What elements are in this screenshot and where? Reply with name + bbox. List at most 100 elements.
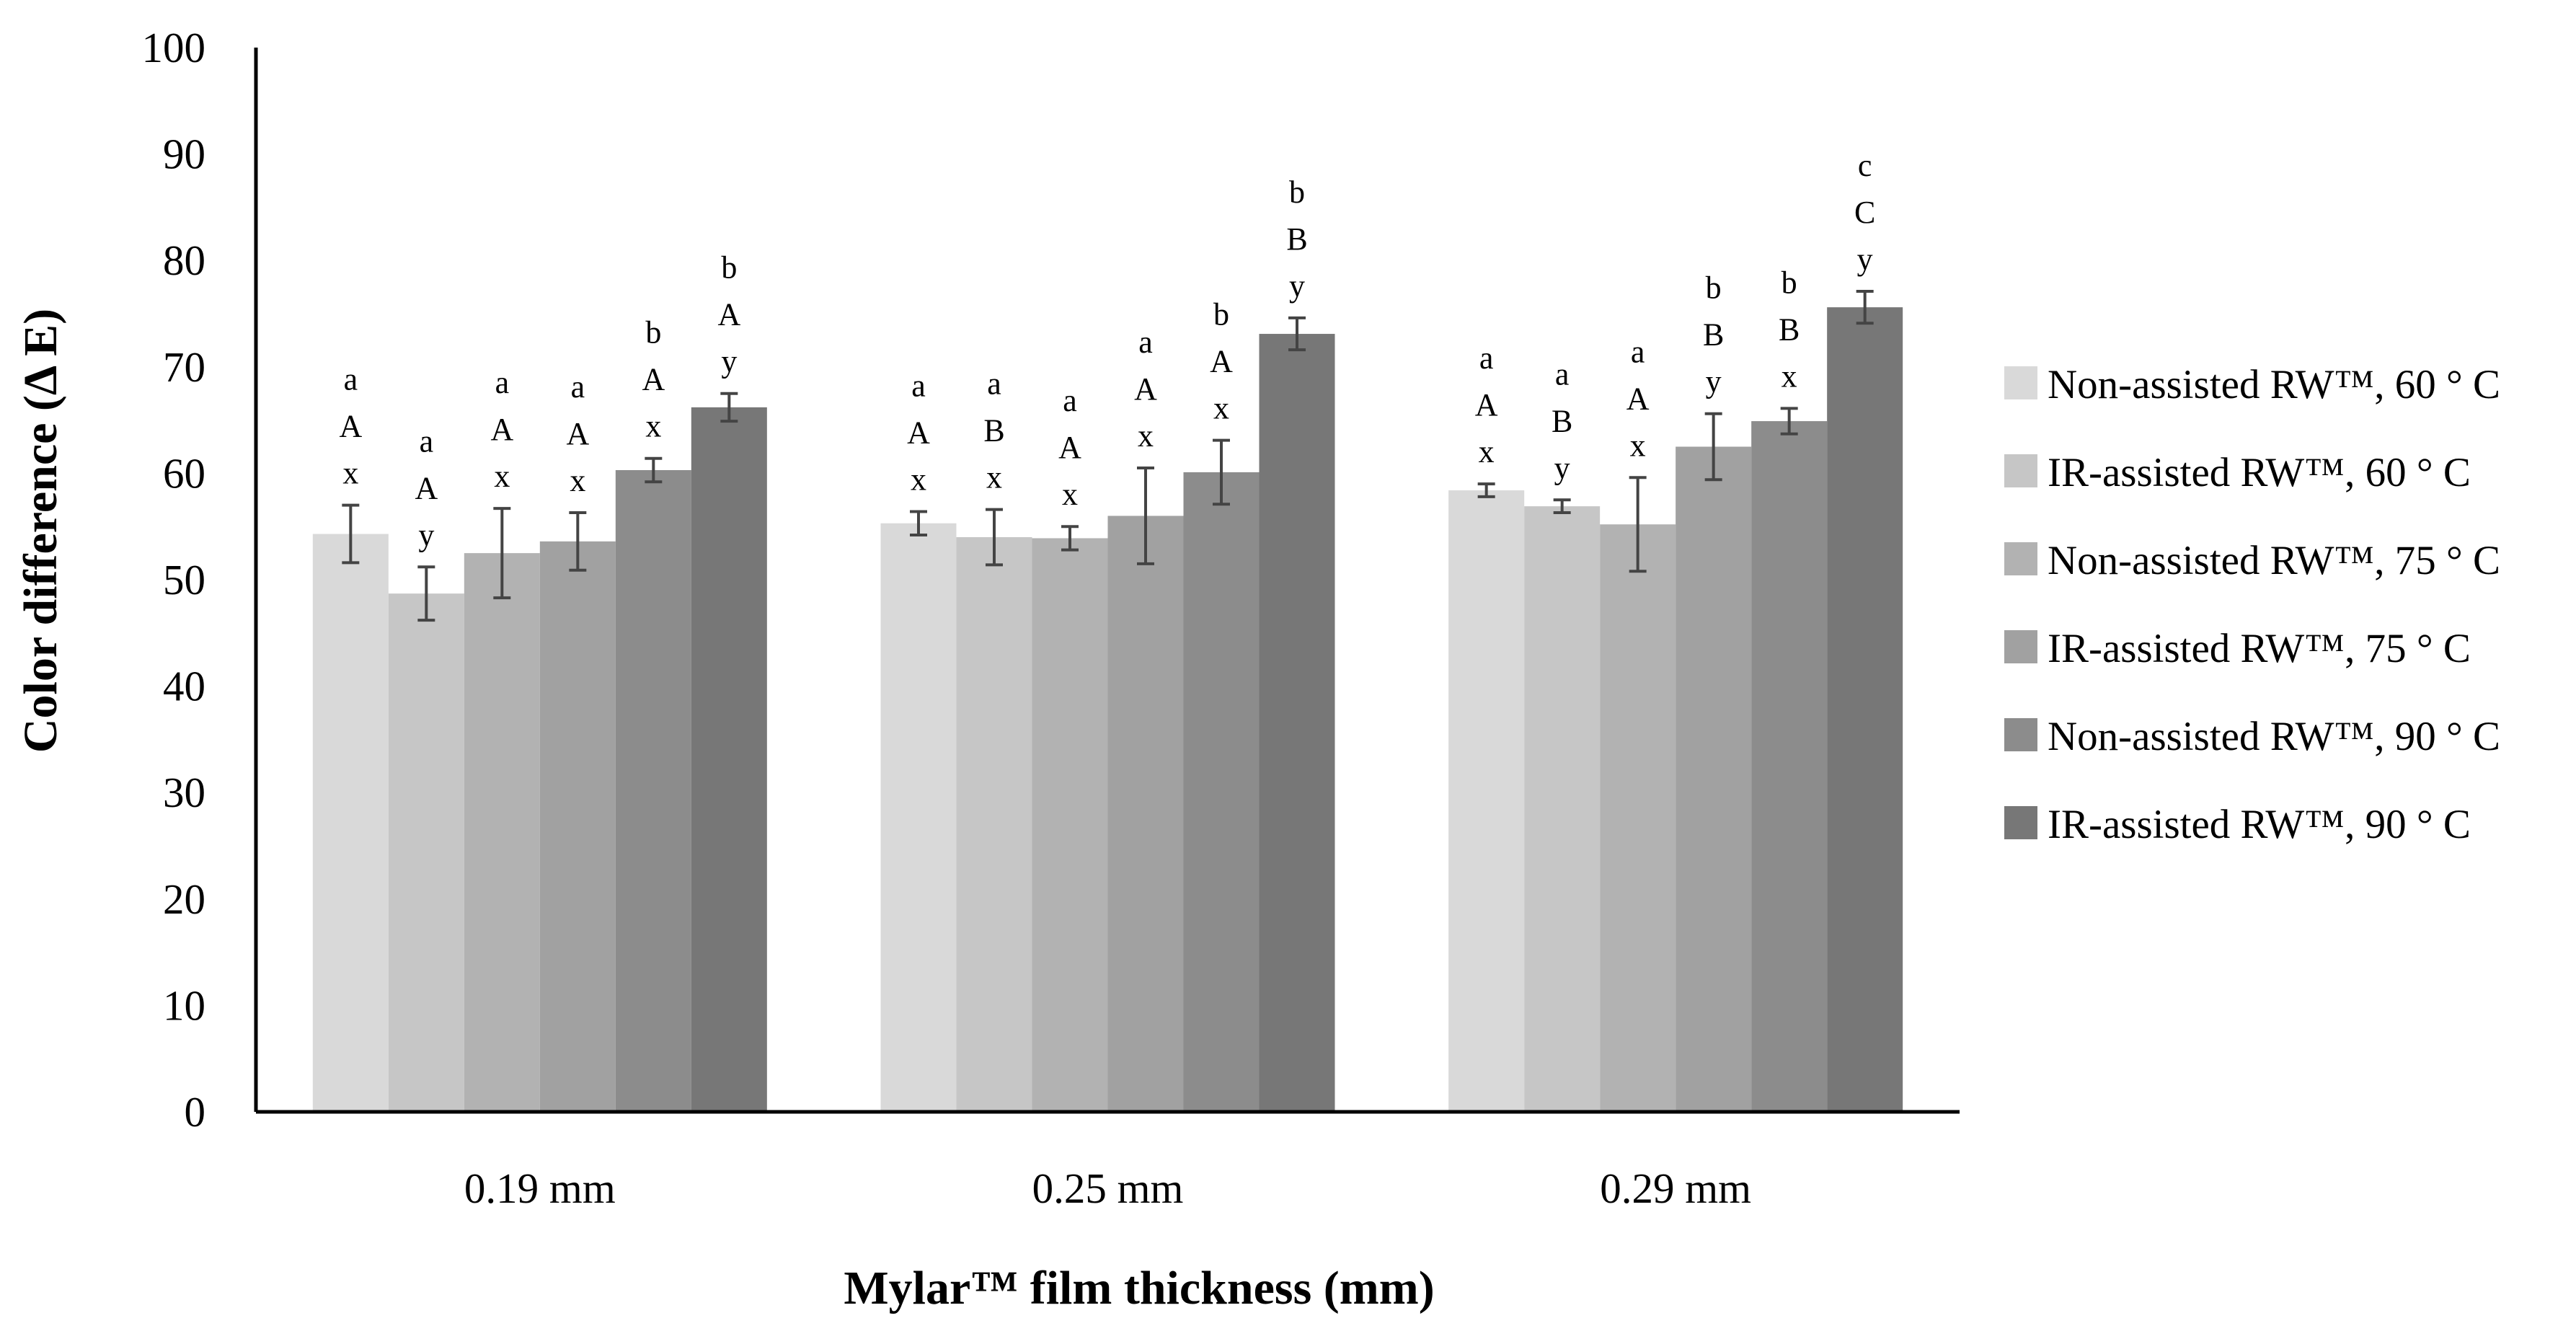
- significance-letter: y: [1554, 450, 1570, 485]
- bar: [1827, 307, 1903, 1112]
- bar: [312, 534, 389, 1112]
- error-bar: [1629, 476, 1647, 573]
- legend-label: Non-assisted RW™, 60 ° C: [2048, 362, 2500, 407]
- bar: [1448, 490, 1525, 1112]
- significance-letter: a: [987, 366, 1001, 402]
- significance-letter: b: [721, 250, 737, 286]
- error-bars-layer: [342, 290, 1874, 622]
- y-tick-label: 100: [142, 24, 206, 71]
- significance-letter: y: [418, 517, 434, 552]
- x-axis-title: Mylar™ film thickness (mm): [844, 1262, 1434, 1314]
- significance-letter: y: [721, 344, 737, 379]
- y-tick-label: 40: [163, 663, 205, 710]
- x-tick-label: 0.29 mm: [1600, 1164, 1751, 1212]
- significance-letter: A: [490, 412, 513, 447]
- y-tick-label: 0: [185, 1088, 206, 1136]
- bar: [1183, 472, 1260, 1112]
- bar: [691, 407, 767, 1112]
- bar: [388, 593, 464, 1112]
- bar: [956, 536, 1032, 1112]
- error-bar: [986, 508, 1003, 567]
- error-bar: [1856, 290, 1874, 325]
- significance-letter: x: [494, 459, 510, 494]
- significance-letter: B: [983, 413, 1004, 448]
- bar: [1676, 446, 1752, 1112]
- legend-label: Non-assisted RW™, 75 ° C: [2048, 538, 2500, 583]
- significance-letter: a: [1555, 356, 1570, 392]
- legend-swatch: [2004, 806, 2037, 839]
- error-bar: [342, 503, 360, 565]
- y-tick-labels: 0 10 20 30 40 50 60 70 80 90 100: [142, 24, 206, 1136]
- bar: [1259, 334, 1335, 1113]
- bar: [539, 541, 616, 1112]
- significance-letter: C: [1854, 195, 1875, 230]
- significance-letter: a: [911, 368, 926, 404]
- significance-letter: x: [342, 456, 358, 491]
- significance-letter: x: [986, 460, 1002, 495]
- significance-letter: a: [420, 423, 434, 459]
- significance-letter: a: [571, 369, 585, 405]
- y-axis-title: Color difference (Δ E): [14, 309, 67, 753]
- bar: [1032, 538, 1108, 1112]
- error-bar: [645, 456, 663, 484]
- legend: Non-assisted RW™, 60 ° C IR-assisted RW™,…: [2004, 362, 2500, 847]
- significance-letter: A: [415, 470, 438, 505]
- error-bar: [720, 392, 738, 423]
- error-bar: [417, 565, 435, 622]
- significance-letter: A: [907, 415, 930, 451]
- legend-swatch: [2004, 542, 2037, 575]
- significance-letter: a: [344, 362, 358, 397]
- error-bar: [910, 510, 927, 537]
- significance-letter: y: [1706, 364, 1722, 399]
- bars-layer: [312, 307, 1903, 1113]
- significance-letter: b: [1781, 265, 1797, 300]
- y-tick-label: 90: [163, 131, 205, 178]
- legend-swatch: [2004, 454, 2037, 487]
- significance-letter: a: [1631, 334, 1645, 369]
- error-bar: [569, 511, 587, 572]
- bar: [1600, 524, 1676, 1112]
- significance-letter: B: [1703, 317, 1724, 353]
- bar: [1107, 516, 1184, 1112]
- error-bar: [493, 507, 511, 600]
- significance-letter: b: [1213, 297, 1229, 332]
- significance-letter: a: [495, 365, 510, 400]
- bar: [1751, 421, 1828, 1112]
- y-tick-label: 60: [163, 449, 205, 497]
- legend-label: IR-assisted RW™, 75 ° C: [2048, 626, 2471, 671]
- x-tick-labels: 0.19 mm 0.25 mm 0.29 mm: [464, 1164, 1751, 1212]
- significance-letter: B: [1779, 311, 1800, 347]
- bar: [464, 553, 540, 1112]
- y-tick-label: 80: [163, 237, 205, 284]
- error-bar: [1704, 412, 1722, 482]
- significance-letter: b: [1289, 174, 1305, 210]
- legend-swatch: [2004, 630, 2037, 663]
- y-tick-label: 70: [163, 343, 205, 391]
- significance-letters-layer: aAxaAxaAxaAyaBxaByaAxaAxaAxaAxaAxbBybAxb…: [339, 148, 1875, 552]
- error-bar: [1137, 467, 1154, 565]
- bar: [880, 523, 957, 1112]
- legend-swatch: [2004, 718, 2037, 751]
- significance-letter: x: [1213, 391, 1229, 426]
- significance-letter: x: [1479, 434, 1495, 469]
- legend-label: IR-assisted RW™, 60 ° C: [2048, 450, 2471, 495]
- x-tick-label: 0.19 mm: [464, 1164, 616, 1212]
- error-bar: [1780, 407, 1798, 436]
- significance-letter: A: [339, 409, 362, 444]
- legend-swatch: [2004, 366, 2037, 399]
- significance-letter: x: [570, 463, 585, 498]
- y-tick-label: 30: [163, 769, 205, 816]
- significance-letter: A: [642, 362, 665, 397]
- y-tick-label: 50: [163, 556, 205, 604]
- significance-letter: a: [1479, 340, 1494, 376]
- significance-letter: A: [1058, 430, 1081, 465]
- significance-letter: A: [1475, 387, 1498, 423]
- significance-letter: x: [911, 462, 926, 498]
- significance-letter: A: [1626, 381, 1650, 416]
- significance-letter: x: [1781, 358, 1797, 394]
- error-bar: [1288, 316, 1306, 352]
- bar: [615, 469, 691, 1112]
- significance-letter: A: [566, 416, 589, 451]
- error-bar: [1553, 498, 1571, 515]
